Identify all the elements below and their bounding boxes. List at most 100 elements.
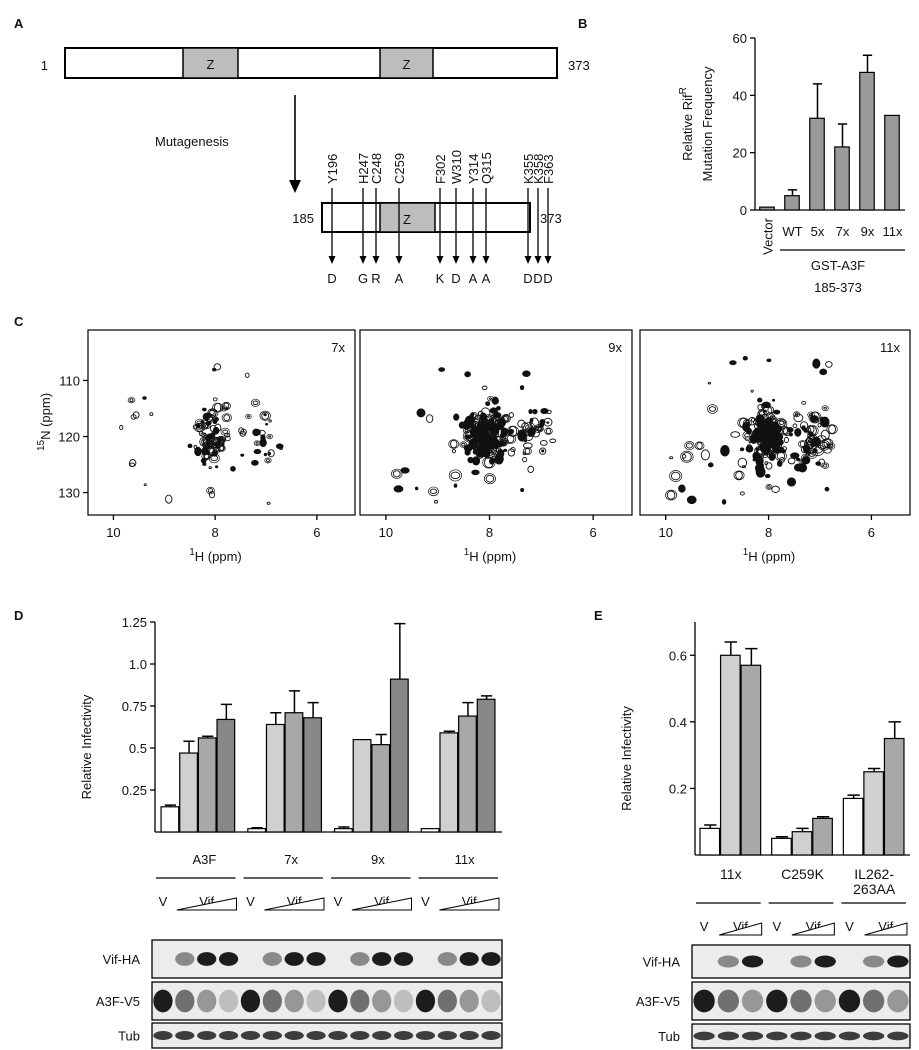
peak (772, 398, 776, 402)
blot-band (481, 989, 501, 1013)
peak (752, 457, 756, 462)
x-tick-label: 10 (658, 525, 672, 540)
x-tick-label: C259K (781, 866, 824, 882)
peak-ring (221, 413, 232, 423)
peak (801, 400, 807, 405)
x-tick-label: 5x (811, 224, 825, 239)
peak (823, 406, 827, 410)
error-bar (787, 189, 798, 196)
blot-band (415, 989, 436, 1013)
bar (699, 827, 721, 856)
mutation-residue: A (395, 271, 404, 286)
bar (834, 146, 850, 211)
x-tick-label: 8 (486, 525, 493, 540)
peak (670, 471, 681, 481)
mutation-site: C248 (369, 153, 384, 184)
y-tick-label: 60 (733, 31, 747, 46)
blot-band (741, 989, 764, 1013)
peak (392, 470, 401, 478)
spectrum-label: 11x (880, 340, 900, 355)
error-bar (868, 767, 881, 772)
peak (201, 407, 207, 412)
blot-band (437, 989, 457, 1013)
y-tick-label: 130 (58, 486, 80, 501)
peak (208, 490, 216, 499)
peak-ring (669, 470, 683, 482)
error-bar (443, 730, 455, 733)
mutation-arrow (328, 256, 336, 264)
bar (179, 752, 198, 833)
blot-band (240, 989, 261, 1013)
peak (211, 450, 218, 457)
peak (681, 452, 692, 462)
peak (527, 465, 534, 473)
error-bar (462, 701, 474, 717)
peak (815, 461, 822, 466)
peak (209, 409, 215, 415)
peak (202, 412, 210, 422)
x-tick-label: 6 (590, 525, 597, 540)
peak (484, 424, 492, 432)
peak-ring (448, 469, 462, 482)
peak-ring (472, 426, 480, 433)
peak (519, 385, 525, 391)
peak (414, 486, 419, 491)
blot-band (790, 955, 812, 968)
peak-ring (733, 470, 745, 481)
x-axis-label-part: H (ppm) (748, 549, 795, 564)
peak (666, 490, 676, 500)
bar (784, 195, 800, 211)
y-axis-label: Relative Infectivity (79, 694, 94, 799)
bar (476, 698, 496, 833)
spectrum-label: 9x (608, 340, 622, 355)
peak (797, 463, 808, 473)
dose-wedge (719, 922, 763, 936)
arrow-head (289, 180, 301, 193)
y-tick-label: 1.0 (129, 657, 147, 672)
blot-label: A3F-V5 (96, 994, 140, 1009)
bar (812, 817, 833, 856)
peak (729, 360, 737, 366)
mutation-site: Y196 (325, 154, 340, 184)
peak (485, 401, 491, 407)
spectrum-frame (87, 329, 356, 516)
peak (539, 447, 547, 455)
peak (209, 432, 216, 438)
blot-band (790, 1031, 812, 1041)
mutation-arrow (524, 256, 532, 264)
dose-wedge (264, 897, 325, 911)
peak (221, 438, 225, 443)
mutation-residue: D (543, 271, 552, 286)
panel-label: E (594, 608, 603, 623)
peak (793, 413, 804, 423)
peak (201, 446, 209, 456)
peak-ring (757, 439, 765, 446)
peak (464, 434, 472, 440)
x-tick-label: 10 (106, 525, 120, 540)
peak (208, 466, 212, 470)
peak (808, 440, 814, 444)
peak (214, 416, 219, 422)
peak (240, 453, 245, 457)
lane-label: V (246, 894, 255, 909)
y-axis-label: Relative RifR (678, 87, 695, 161)
peak (739, 417, 748, 428)
peak-ring (821, 462, 830, 469)
error-bar (394, 622, 406, 680)
x-axis-label-sup: 1 (743, 547, 749, 558)
mutation-residue: D (523, 271, 532, 286)
y-tick-label: 0.25 (122, 783, 147, 798)
peak (507, 448, 516, 457)
peak (522, 370, 531, 377)
peak-ring (817, 439, 830, 451)
peak (820, 416, 830, 428)
blot-band (717, 989, 739, 1013)
peak (809, 415, 819, 423)
peak-ring (526, 426, 536, 435)
mutation-site: K355 (521, 154, 536, 184)
dose-wedge (439, 897, 500, 911)
error-bar (862, 54, 873, 73)
blot-band (372, 1031, 392, 1040)
peak (472, 456, 481, 466)
